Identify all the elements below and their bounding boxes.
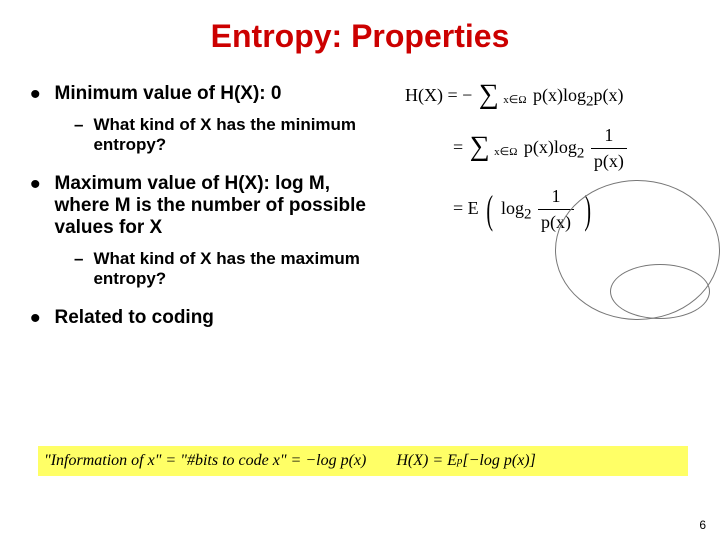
sum-limit: x∈Ω [503,94,526,106]
fraction-den: p(x) [591,149,627,174]
sub-bullet-item: – What kind of X has the maximum entropy… [74,249,390,289]
bullet-item: • Maximum value of H(X): log M, where M … [30,173,390,239]
fraction: 1 p(x) [591,123,627,174]
sum-icon: ∑ x∈Ω [470,135,518,162]
bullet-icon: • [30,85,41,105]
bullet-item: • Minimum value of H(X): 0 [30,83,390,105]
sub-bullet-text: What kind of X has the minimum entropy? [93,115,390,155]
formula-log: log [501,198,524,218]
bullet-icon: • [30,175,41,195]
title-text: Entropy: Properties [211,18,510,54]
dash-icon: – [74,249,83,269]
formula-body: p(x)log [524,136,577,156]
slide-title: Entropy: Properties [0,0,720,65]
paren-open-icon: ( [486,192,493,228]
log-base: 2 [524,206,532,222]
bullet-list: • Minimum value of H(X): 0 – What kind o… [30,83,390,329]
highlight-seg3: [−log p(x)] [462,452,535,470]
highlight-formula: "Information of x" = "#bits to code x" =… [38,446,688,476]
ellipse-annotation-inner [610,264,710,319]
slide-number: 6 [699,518,706,532]
formula-body: p(x)log [533,85,586,105]
highlight-seg2: H(X) = E [396,452,457,470]
sum-limit: x∈Ω [494,146,517,158]
sum-icon: ∑ x∈Ω [479,83,527,110]
bullet-item: • Related to coding [30,307,390,329]
sub-bullet-text: What kind of X has the maximum entropy? [93,249,390,289]
bullet-icon: • [30,309,41,329]
highlight-seg1: "Information of x" = "#bits to code x" =… [44,452,366,470]
sub-bullet-item: – What kind of X has the minimum entropy… [74,115,390,155]
log-base: 2 [577,145,585,161]
formula-1: H(X) = − ∑ x∈Ω p(x)log2p(x) [405,83,705,113]
dash-icon: – [74,115,83,135]
fraction-num: 1 [538,184,574,210]
formula-lhs: = E [453,198,479,218]
formula-lhs: H(X) = − [405,85,472,105]
bullet-text: Related to coding [55,307,214,329]
fraction-num: 1 [591,123,627,149]
formula-lhs: = [453,136,468,156]
log-base: 2 [586,94,594,110]
bullet-text: Maximum value of H(X): log M, where M is… [55,173,390,239]
formula-tail: p(x) [594,85,624,105]
bullet-text: Minimum value of H(X): 0 [55,83,282,105]
formula-2: = ∑ x∈Ω p(x)log2 1 p(x) [405,123,705,174]
